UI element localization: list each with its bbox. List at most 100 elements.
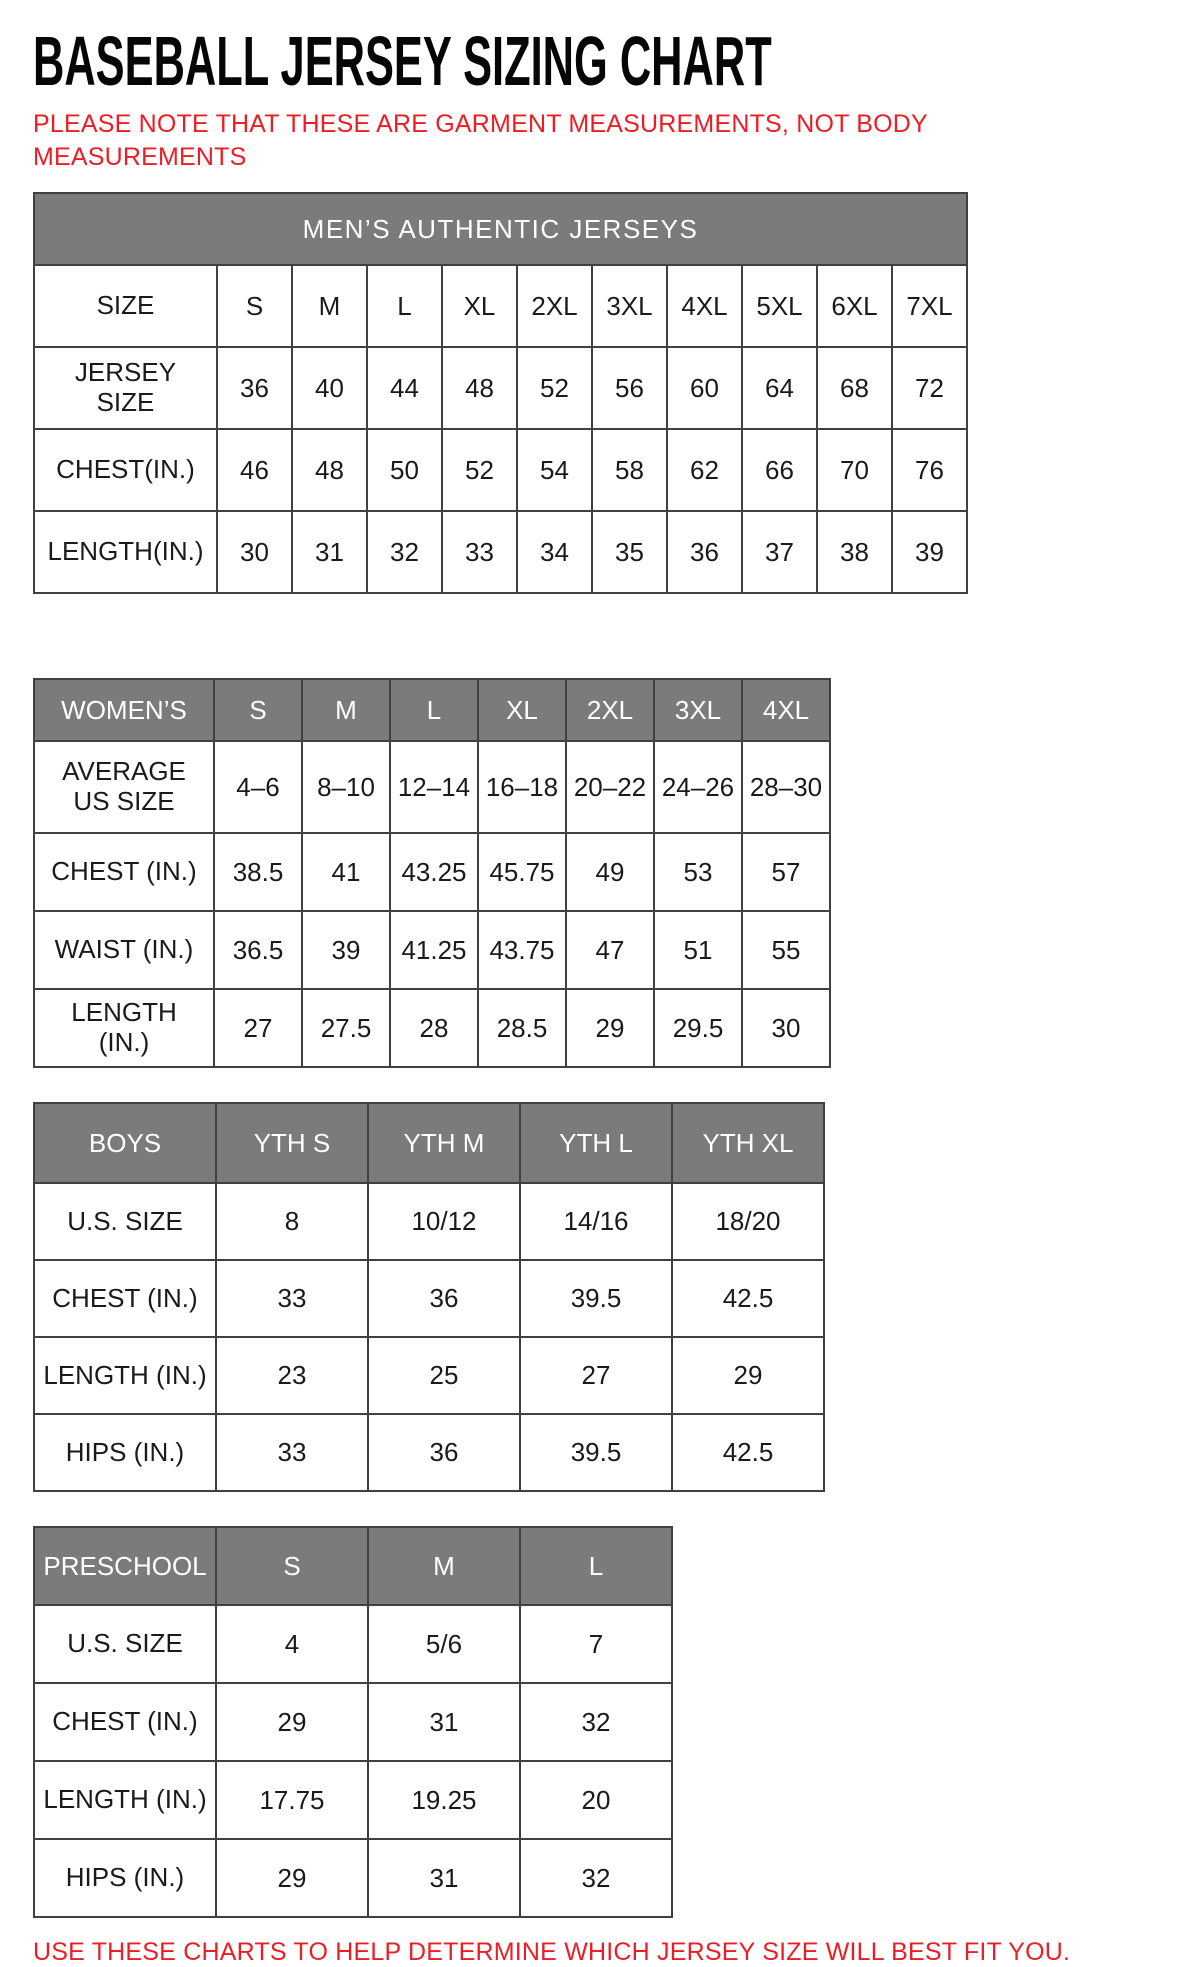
table-cell: 49 (565, 832, 655, 912)
table-cell: 48 (291, 428, 368, 512)
table-cell: 32 (519, 1838, 673, 1918)
table-cell: 29 (215, 1838, 369, 1918)
table-cell: 52 (441, 428, 518, 512)
preschool-length-row: LENGTH (IN.) 17.75 19.25 20 (33, 1760, 673, 1840)
column-header: YTH S (215, 1102, 369, 1184)
table-cell: 45.75 (477, 832, 567, 912)
table-cell: 55 (741, 910, 831, 990)
table-cell: 31 (367, 1838, 521, 1918)
column-header: YTH L (519, 1102, 673, 1184)
table-cell: XL (441, 264, 518, 348)
page-title: BASEBALL JERSEY SIZING CHART (33, 22, 772, 100)
table-cell: 27.5 (301, 988, 391, 1068)
table-cell: 60 (666, 346, 743, 430)
column-header: 2XL (565, 678, 655, 742)
table-cell: 33 (441, 510, 518, 594)
womens-waist-row: WAIST (IN.) 36.5 39 41.25 43.75 47 51 55 (33, 910, 831, 990)
row-label: U.S. SIZE (33, 1604, 217, 1684)
mens-authentic-jerseys-table: MEN’S AUTHENTIC JERSEYS SIZE S M L XL 2X… (33, 192, 968, 594)
table-cell: 24–26 (653, 740, 743, 834)
womens-us-size-row: AVERAGE US SIZE 4–6 8–10 12–14 16–18 20–… (33, 740, 831, 834)
table-cell: 31 (367, 1682, 521, 1762)
table-cell: 39.5 (519, 1259, 673, 1338)
table-cell: 8–10 (301, 740, 391, 834)
table-cell: 39 (891, 510, 968, 594)
row-label: CHEST (IN.) (33, 1682, 217, 1762)
mens-size-row: SIZE S M L XL 2XL 3XL 4XL 5XL 6XL 7XL (33, 264, 968, 348)
table-cell: 66 (741, 428, 818, 512)
garment-measurements-note: PLEASE NOTE THAT THESE ARE GARMENT MEASU… (33, 110, 928, 171)
table-cell: 40 (291, 346, 368, 430)
table-cell: 43.25 (389, 832, 479, 912)
table-cell: 72 (891, 346, 968, 430)
table-cell: 20 (519, 1760, 673, 1840)
row-label: WAIST (IN.) (33, 910, 215, 990)
row-label: JERSEY SIZE (33, 346, 218, 430)
table-cell: 33 (215, 1259, 369, 1338)
table-cell: 5/6 (367, 1604, 521, 1684)
womens-table: WOMEN’S S M L XL 2XL 3XL 4XL AVERAGE US … (33, 678, 831, 1068)
row-label: LENGTH (IN.) (33, 988, 215, 1068)
mens-length-row: LENGTH(IN.) 30 31 32 33 34 35 36 37 38 3… (33, 510, 968, 594)
table-cell: 2XL (516, 264, 593, 348)
boys-length-row: LENGTH (IN.) 23 25 27 29 (33, 1336, 825, 1415)
table-cell: 48 (441, 346, 518, 430)
table-cell: 36 (367, 1413, 521, 1492)
boys-us-size-row: U.S. SIZE 8 10/12 14/16 18/20 (33, 1182, 825, 1261)
table-cell: 47 (565, 910, 655, 990)
mens-jersey-size-row: JERSEY SIZE 36 40 44 48 52 56 60 64 68 7… (33, 346, 968, 430)
table-cell: 7 (519, 1604, 673, 1684)
table-cell: 27 (519, 1336, 673, 1415)
boys-header-row: BOYS YTH S YTH M YTH L YTH XL (33, 1102, 825, 1184)
row-label: CHEST(IN.) (33, 428, 218, 512)
row-label: HIPS (IN.) (33, 1413, 217, 1492)
preschool-header-row: PRESCHOOL S M L (33, 1526, 673, 1606)
boys-chest-row: CHEST (IN.) 33 36 39.5 42.5 (33, 1259, 825, 1338)
table-cell: 52 (516, 346, 593, 430)
table-cell: 19.25 (367, 1760, 521, 1840)
table-cell: 44 (366, 346, 443, 430)
column-header: WOMEN’S (33, 678, 215, 742)
mens-table-banner: MEN’S AUTHENTIC JERSEYS (33, 192, 968, 266)
table-cell: 25 (367, 1336, 521, 1415)
table-cell: 36 (666, 510, 743, 594)
table-cell: 39.5 (519, 1413, 673, 1492)
table-cell: 32 (366, 510, 443, 594)
table-cell: 27 (213, 988, 303, 1068)
table-cell: 16–18 (477, 740, 567, 834)
preschool-table: PRESCHOOL S M L U.S. SIZE 4 5/6 7 CHEST … (33, 1526, 673, 1918)
table-cell: 36.5 (213, 910, 303, 990)
row-label: LENGTH (IN.) (33, 1336, 217, 1415)
table-cell: 42.5 (671, 1413, 825, 1492)
table-cell: 10/12 (367, 1182, 521, 1261)
table-cell: 17.75 (215, 1760, 369, 1840)
table-cell: 38 (816, 510, 893, 594)
row-label: U.S. SIZE (33, 1182, 217, 1261)
row-label: AVERAGE US SIZE (33, 740, 215, 834)
table-cell: 12–14 (389, 740, 479, 834)
table-cell: 20–22 (565, 740, 655, 834)
preschool-us-size-row: U.S. SIZE 4 5/6 7 (33, 1604, 673, 1684)
column-header: XL (477, 678, 567, 742)
row-label: CHEST (IN.) (33, 832, 215, 912)
table-cell: 53 (653, 832, 743, 912)
row-label: LENGTH(IN.) (33, 510, 218, 594)
table-cell: 39 (301, 910, 391, 990)
table-cell: 38.5 (213, 832, 303, 912)
table-cell: 29 (215, 1682, 369, 1762)
table-cell: 50 (366, 428, 443, 512)
table-cell: 5XL (741, 264, 818, 348)
boys-hips-row: HIPS (IN.) 33 36 39.5 42.5 (33, 1413, 825, 1492)
table-cell: 7XL (891, 264, 968, 348)
table-cell: 36 (216, 346, 293, 430)
column-header: YTH M (367, 1102, 521, 1184)
column-header: YTH XL (671, 1102, 825, 1184)
column-header: L (519, 1526, 673, 1606)
table-cell: 28–30 (741, 740, 831, 834)
table-cell: 70 (816, 428, 893, 512)
column-header: L (389, 678, 479, 742)
table-cell: S (216, 264, 293, 348)
column-header: PRESCHOOL (33, 1526, 217, 1606)
table-cell: 76 (891, 428, 968, 512)
column-header: S (215, 1526, 369, 1606)
